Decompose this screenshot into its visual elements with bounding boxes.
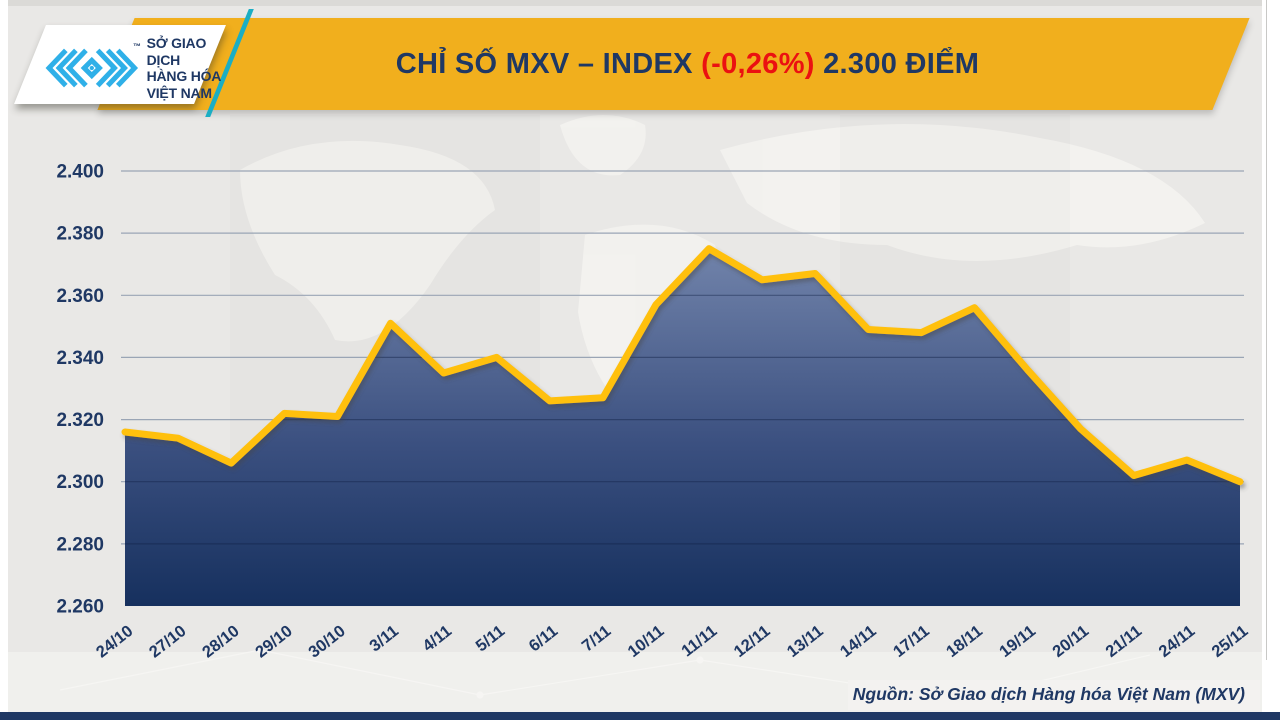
index-line [121, 245, 1244, 486]
y-axis-label: 2.360 [56, 286, 104, 307]
y-axis-label: 2.280 [56, 534, 104, 555]
left-edge-strip [0, 0, 8, 712]
y-axis-label: 2.260 [56, 597, 104, 618]
x-axis-label: 6/11 [526, 622, 562, 655]
x-axis-label: 29/10 [252, 622, 296, 662]
area-fill [125, 248, 1240, 606]
y-axis-label: 2.400 [56, 162, 104, 183]
title-change: (-0,26%) [701, 47, 815, 80]
x-axis-label: 24/11 [1155, 622, 1198, 661]
title-text: CHỈ SỐ MXV – INDEX [395, 47, 702, 80]
x-axis-label: 4/11 [419, 622, 455, 655]
logo-text-line: SỞ GIAO DỊCH [146, 35, 207, 68]
x-axis-label: 14/11 [837, 622, 880, 661]
footer-bar [0, 712, 1280, 720]
right-edge-line [1266, 0, 1267, 660]
x-axis-label: 10/11 [625, 622, 668, 661]
x-axis-label: 3/11 [366, 622, 402, 655]
x-axis-label: 11/11 [678, 622, 720, 660]
x-axis-label: 13/11 [784, 622, 827, 661]
y-axis-label: 2.340 [56, 348, 104, 369]
x-axis-label: 27/10 [146, 622, 190, 662]
right-edge-strip [1262, 0, 1280, 712]
logo-text-line: VIỆT NAM [146, 84, 212, 101]
trademark-symbol: ™ [133, 42, 141, 51]
x-axis-label: 5/11 [472, 622, 508, 655]
logo-text: SỞ GIAO DỊCH HÀNG HÓA VIỆT NAM [147, 35, 239, 101]
x-axis-label: 25/11 [1209, 622, 1252, 661]
x-axis-label: 24/10 [93, 622, 137, 662]
source-attribution: Nguồn: Sở Giao dịch Hàng hóa Việt Nam (M… [852, 684, 1245, 704]
x-axis-label: 7/11 [579, 622, 615, 655]
x-axis-label: 28/10 [199, 622, 243, 662]
y-axis-label: 2.300 [56, 472, 104, 493]
x-axis-label: 19/11 [996, 622, 1039, 661]
x-axis-label: 21/11 [1102, 622, 1145, 661]
page-title: CHỈ SỐ MXV – INDEX (-0,26%) 2.300 ĐIỂM [240, 18, 1135, 110]
title-points: 2.300 ĐIỂM [814, 47, 980, 80]
y-axis-label: 2.380 [56, 224, 104, 245]
x-axis-label: 12/11 [731, 622, 774, 661]
x-axis-label: 18/11 [943, 622, 986, 661]
mxv-logo-icon [45, 48, 139, 88]
x-axis-label: 20/11 [1049, 622, 1092, 661]
source-strip [848, 680, 1260, 710]
logo: SỞ GIAO DỊCH HÀNG HÓA VIỆT NAM [44, 35, 239, 101]
top-edge-strip [0, 0, 1280, 6]
logo-text-line: HÀNG HÓA [146, 68, 222, 84]
x-axis-label: 30/10 [305, 622, 349, 662]
x-axis-label: 17/11 [890, 622, 933, 661]
y-axis-label: 2.320 [56, 410, 104, 431]
